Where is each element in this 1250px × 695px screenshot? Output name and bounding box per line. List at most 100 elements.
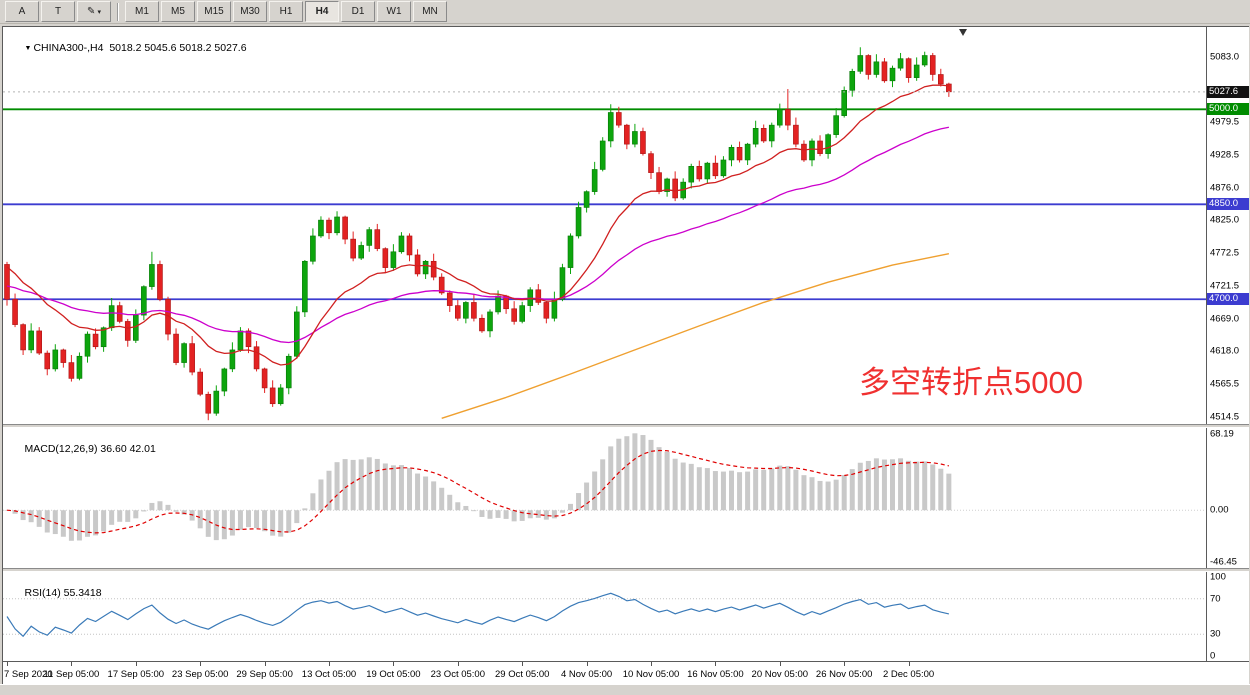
- macd-pane[interactable]: MACD(12,26,9) 36.60 42.01 68.19 0.00 -46.4…: [3, 428, 1249, 568]
- time-tick: [908, 662, 910, 666]
- time-tick: [522, 662, 524, 666]
- time-axis-label: 4 Nov 05:00: [560, 669, 613, 680]
- time-axis-label: 17 Sep 05:00: [107, 669, 165, 680]
- price-axis-label: 5083.0: [1210, 51, 1240, 63]
- current-price-badge: 5027.6: [1207, 85, 1249, 98]
- price-axis-label: 4514.5: [1210, 411, 1240, 423]
- level-badge-4850.0: 4850.0: [1207, 198, 1249, 211]
- time-axis-label: 23 Oct 05:00: [430, 669, 485, 680]
- price-axis-label: 4618.0: [1210, 345, 1240, 357]
- text-tool-button[interactable]: T: [41, 1, 75, 22]
- level-badge-4700.0: 4700.0: [1207, 293, 1249, 306]
- price-axis-label: 4979.5: [1210, 116, 1240, 128]
- macd-axis-label: 68.19: [1210, 428, 1234, 440]
- ma-mid-line: [6, 126, 950, 344]
- chinese-annotation-text[interactable]: 多空转折点5000: [859, 365, 1083, 400]
- candles: [4, 47, 952, 421]
- time-axis[interactable]: 7 Sep 2020 11 Sep 05:00 17 Sep 05:00 23 Sep…: [3, 661, 1249, 686]
- toolbar: A T ✎ ▾ M1 M5 M15 M30 H1 H4 D1 W1 MN: [0, 0, 1250, 24]
- rsi-axis-label: 30: [1210, 628, 1221, 640]
- time-tick: [586, 662, 588, 666]
- status-bar: [0, 684, 1250, 695]
- time-tick: [71, 662, 73, 666]
- main-price-axis[interactable]: 5083.0 4979.5 4928.5 4876.0 4825.0 4772.5 4721…: [1206, 27, 1249, 424]
- time-axis-label: 7 Sep 2020: [4, 669, 53, 680]
- chart-frame: ▼ CHINA300-,H4 5018.2 5045.6 5018.2 5027.…: [2, 26, 1249, 686]
- toolbar-tools-group: A T ✎ ▾: [4, 1, 112, 22]
- time-tick: [393, 662, 395, 666]
- time-tick: [200, 662, 202, 666]
- chevron-down-icon: ▾: [97, 8, 101, 16]
- time-tick: [135, 662, 137, 666]
- time-axis-label: 19 Oct 05:00: [366, 669, 421, 680]
- time-axis-label: 20 Nov 05:00: [751, 669, 809, 680]
- time-tick: [844, 662, 846, 666]
- timeframe-m5-button[interactable]: M5: [161, 1, 195, 22]
- rsi-pane[interactable]: RSI(14) 55.3418 100 70 30 0: [3, 572, 1249, 661]
- time-axis-label: 26 Nov 05:00: [815, 669, 873, 680]
- price-axis-label: 4669.0: [1210, 313, 1240, 325]
- cursor-tool-button[interactable]: A: [5, 1, 39, 22]
- chart-shift-marker-icon[interactable]: [959, 29, 967, 36]
- macd-chart: [3, 433, 1206, 541]
- time-tick: [7, 662, 8, 666]
- time-tick: [329, 662, 330, 666]
- timeframe-m15-button[interactable]: M15: [197, 1, 231, 22]
- time-tick: [457, 662, 459, 666]
- price-axis-label: 4772.5: [1210, 247, 1240, 259]
- time-axis-label: 10 Nov 05:00: [622, 669, 680, 680]
- timeframe-mn-button[interactable]: MN: [413, 1, 447, 22]
- level-badge-5000.0: 5000.0: [1207, 103, 1249, 116]
- timeframe-h1-button[interactable]: H1: [269, 1, 303, 22]
- pane-splitter[interactable]: [3, 424, 1249, 428]
- price-axis-label: 4928.5: [1210, 149, 1240, 161]
- time-tick: [264, 662, 266, 666]
- timeframe-d1-button[interactable]: D1: [341, 1, 375, 22]
- collapse-arrow-icon[interactable]: ▼: [24, 45, 32, 52]
- time-axis-label: 13 Oct 05:00: [301, 669, 357, 680]
- macd-values: 36.60 42.01: [100, 443, 156, 455]
- time-tick: [651, 662, 652, 666]
- rsi-axis-label: 100: [1210, 572, 1226, 583]
- time-tick: [779, 662, 781, 666]
- timeframe-w1-button[interactable]: W1: [377, 1, 411, 22]
- toolbar-separator: [117, 2, 119, 21]
- rsi-label: RSI(14): [24, 587, 61, 599]
- chart-title: ▼ CHINA300-,H4 5018.2 5045.6 5018.2 5027.…: [7, 30, 247, 66]
- price-axis-label: 4565.5: [1210, 378, 1240, 390]
- rsi-axis[interactable]: 100 70 30 0: [1206, 572, 1249, 661]
- macd-histogram: [4, 433, 952, 541]
- ma-slow-line: [441, 253, 950, 419]
- timeframe-m1-button[interactable]: M1: [125, 1, 159, 22]
- ma-fast-line: [6, 84, 949, 366]
- rsi-line: [6, 592, 950, 638]
- macd-axis-label: 0.00: [1210, 504, 1229, 516]
- time-axis-label: 2 Dec 05:00: [882, 669, 935, 680]
- candlestick-chart: [3, 29, 1206, 421]
- rsi-axis-label: 70: [1210, 593, 1221, 605]
- time-axis-label: 16 Nov 05:00: [687, 669, 744, 680]
- timeframe-m30-button[interactable]: M30: [233, 1, 267, 22]
- pane-splitter[interactable]: [3, 568, 1249, 572]
- timeframe-h4-button[interactable]: H4: [305, 1, 339, 22]
- time-axis-label: 29 Oct 05:00: [494, 669, 550, 680]
- toolbar-timeframes-group: M1 M5 M15 M30 H1 H4 D1 W1 MN: [124, 1, 448, 22]
- rsi-chart: [3, 592, 1206, 638]
- price-axis-label: 4721.5: [1210, 280, 1240, 292]
- price-axis-label: 4876.0: [1210, 182, 1240, 194]
- macd-title: MACD(12,26,9) 36.60 42.01: [7, 431, 156, 467]
- draw-tool-button[interactable]: ✎ ▾: [77, 1, 111, 22]
- time-axis-label: 29 Sep 05:00: [236, 669, 293, 680]
- time-tick: [715, 662, 717, 666]
- ohlc-values: 5018.2 5045.6 5018.2 5027.6: [109, 42, 247, 54]
- time-axis-label: 11 Sep 05:00: [43, 669, 100, 680]
- main-chart-pane[interactable]: ▼ CHINA300-,H4 5018.2 5045.6 5018.2 5027.…: [3, 27, 1249, 424]
- macd-axis[interactable]: 68.19 0.00 -46.45: [1206, 428, 1249, 568]
- rsi-axis-label: 0: [1210, 650, 1216, 662]
- symbol-timeframe-label: CHINA300-,H4: [33, 42, 104, 54]
- macd-signal-line: [6, 449, 950, 534]
- macd-axis-label: -46.45: [1210, 556, 1237, 568]
- time-axis-label: 23 Sep 05:00: [171, 669, 229, 680]
- price-axis-label: 4825.0: [1210, 214, 1240, 226]
